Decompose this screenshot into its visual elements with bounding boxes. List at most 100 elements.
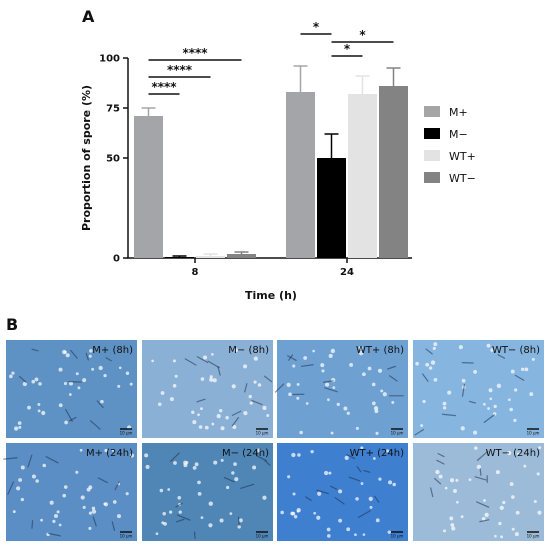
x-tick-label: 24 xyxy=(340,267,354,278)
spore xyxy=(310,449,314,454)
spore xyxy=(355,497,359,501)
spore xyxy=(100,399,104,404)
bacterium xyxy=(31,520,34,529)
bacterium xyxy=(436,459,445,465)
spore xyxy=(494,534,497,538)
spore xyxy=(178,510,182,514)
bacterium xyxy=(264,460,271,466)
bacterium xyxy=(437,453,445,458)
spore xyxy=(489,397,493,401)
bacterium xyxy=(65,408,73,422)
spore xyxy=(225,415,229,420)
spore xyxy=(388,480,393,485)
bacterium xyxy=(105,357,112,362)
spore xyxy=(483,499,486,502)
spore xyxy=(233,462,237,466)
spore xyxy=(82,505,86,509)
spore xyxy=(88,511,93,515)
spore xyxy=(461,378,466,383)
spore xyxy=(56,510,60,514)
bacterium xyxy=(425,348,433,355)
spore xyxy=(495,470,500,475)
bacterium xyxy=(196,398,206,403)
spore xyxy=(13,426,19,431)
spore xyxy=(200,377,205,381)
spore xyxy=(9,374,13,379)
spore xyxy=(177,495,182,500)
spore xyxy=(191,410,195,414)
bacterium xyxy=(175,502,183,508)
spore xyxy=(243,364,248,369)
micrograph-label: WT+ (24h) xyxy=(350,448,405,459)
spore xyxy=(155,532,159,536)
spore xyxy=(349,362,354,367)
spore xyxy=(513,418,517,422)
spore xyxy=(37,403,41,406)
spore xyxy=(231,471,235,475)
spore xyxy=(225,485,230,490)
bacterium xyxy=(223,476,235,483)
legend-swatch xyxy=(424,150,440,161)
bacterium xyxy=(388,375,398,382)
spore xyxy=(330,431,334,435)
spore xyxy=(312,349,315,353)
spore xyxy=(287,475,291,479)
bacterium xyxy=(96,400,104,409)
spore xyxy=(435,469,440,475)
spore xyxy=(88,354,92,358)
spore xyxy=(458,345,463,350)
spore xyxy=(344,455,349,460)
spore xyxy=(112,500,117,504)
spore xyxy=(338,518,343,523)
spore xyxy=(443,406,447,410)
spore xyxy=(229,512,233,516)
spore xyxy=(209,377,214,382)
micrograph-panel: WT− (8h) 10 μm xyxy=(413,340,544,438)
y-tick-label: 100 xyxy=(99,54,120,65)
x-tick-label: 8 xyxy=(192,267,199,278)
spore xyxy=(231,384,236,389)
spore xyxy=(328,353,333,358)
spore xyxy=(253,380,257,384)
spore xyxy=(213,460,218,465)
spore xyxy=(422,399,426,404)
panel-a-label: A xyxy=(82,7,95,26)
bacterium xyxy=(300,364,314,367)
spore xyxy=(460,426,465,431)
spore xyxy=(438,474,443,479)
spore xyxy=(20,497,25,502)
bacterium xyxy=(19,375,27,383)
legend-label: M− xyxy=(449,128,468,141)
spore xyxy=(290,511,295,516)
spore xyxy=(197,491,202,496)
spore xyxy=(169,397,174,402)
bar xyxy=(134,116,163,258)
spore xyxy=(129,453,135,458)
spore xyxy=(509,407,513,412)
significance-label: **** xyxy=(182,46,208,60)
spore xyxy=(208,523,213,528)
spore xyxy=(75,470,79,474)
spore xyxy=(380,389,384,393)
spore xyxy=(354,533,357,537)
spore xyxy=(103,502,107,506)
spore xyxy=(533,500,537,504)
spore xyxy=(392,482,396,487)
spore xyxy=(382,392,387,397)
spore xyxy=(125,492,129,496)
bacterium xyxy=(374,495,380,503)
spore xyxy=(385,449,390,453)
spore xyxy=(238,518,243,523)
spore xyxy=(209,375,213,379)
spore xyxy=(313,511,317,515)
spore xyxy=(197,480,201,485)
spore xyxy=(316,515,321,520)
spore xyxy=(387,530,391,534)
significance-label: **** xyxy=(151,80,177,94)
spore xyxy=(118,366,122,370)
bacterium xyxy=(288,354,294,361)
bacterium xyxy=(348,476,361,482)
legend-swatch xyxy=(424,128,440,139)
bacterium xyxy=(330,485,338,490)
